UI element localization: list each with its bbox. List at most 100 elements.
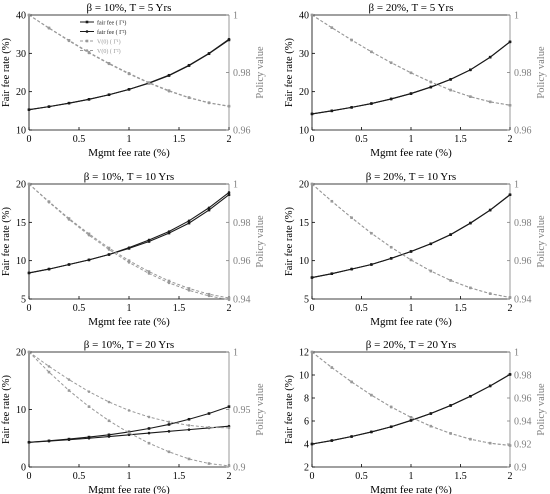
data-point-marker (87, 436, 91, 440)
data-point-marker (227, 296, 231, 300)
data-point-marker (227, 464, 231, 468)
data-point-marker (350, 435, 353, 438)
y-tick-label: 10 (16, 405, 26, 416)
data-point-marker (107, 93, 111, 97)
y-axis-label: Fair fee rate (%) (1, 374, 12, 444)
x-tick-label: 1.5 (173, 471, 186, 482)
panel-title: β = 20%, T = 10 Yrs (366, 171, 456, 183)
data-point-marker (350, 380, 353, 384)
data-point-marker (147, 270, 151, 273)
right-y-axis-label: Policy value (255, 46, 266, 99)
data-point-marker (167, 420, 171, 424)
data-point-marker (127, 72, 131, 76)
data-point-marker (508, 444, 512, 447)
data-point-marker (330, 439, 334, 442)
data-point-marker (207, 462, 211, 465)
y-tick-label: 4 (304, 440, 309, 451)
data-point-marker (469, 437, 472, 441)
data-point-marker (310, 276, 314, 279)
y-tick-label: 5 (304, 295, 309, 306)
data-point-marker (310, 112, 314, 116)
data-point-marker (310, 13, 314, 17)
data-point-marker (187, 219, 191, 223)
policy-value-line-2 (311, 14, 511, 106)
data-point-marker (370, 430, 373, 434)
data-point-marker (227, 298, 231, 302)
x-axis-label: Mgmt fee rate (%) (88, 147, 170, 159)
x-tick-label: 1.5 (454, 303, 467, 314)
data-point-marker (147, 441, 151, 445)
panel-title: β = 20%, T = 5 Yrs (369, 2, 454, 14)
x-tick-label: 2 (508, 471, 513, 482)
data-point-marker (187, 287, 191, 290)
x-tick-label: 1 (409, 471, 414, 482)
data-point-marker (107, 433, 111, 437)
data-point-marker (330, 199, 334, 203)
legend: fair fee ( Γ¹) fair fee ( Γ²) V(0) ( Γ¹) V(… (80, 20, 126, 55)
y-tick-label: 0 (21, 463, 26, 474)
data-point-marker (187, 96, 191, 100)
x-tick-label: 2 (508, 134, 513, 145)
right-y-tick-label: 0.98 (233, 218, 251, 229)
data-point-marker (429, 412, 433, 415)
right-y-tick-label: 0.94 (233, 295, 251, 306)
y-tick-label: 40 (16, 11, 26, 22)
data-point-marker (167, 230, 171, 233)
fair-fee-line-2 (311, 41, 511, 115)
data-point-marker (167, 73, 171, 77)
right-y-axis-label: Policy value (536, 383, 547, 436)
data-point-marker (47, 365, 51, 368)
data-point-marker (127, 259, 131, 262)
y-tick-label: 10 (299, 126, 309, 137)
y-tick-label: 10 (16, 126, 26, 137)
data-point-marker (167, 450, 171, 454)
y-axis-label: Fair fee rate (%) (284, 37, 295, 107)
y-tick-label: 15 (16, 218, 26, 229)
chart-panel-6: β = 20%, T = 20 Yrs 0 0.5 1 1.5 2 Mgmt fee rat… (284, 339, 547, 494)
data-point-marker (187, 417, 191, 421)
data-point-marker (370, 102, 373, 105)
x-tick-label: 1.5 (173, 303, 186, 314)
data-point-marker (47, 105, 51, 108)
fair-fee-line-2 (311, 194, 511, 279)
right-y-tick-label: 0.96 (514, 256, 532, 267)
right-y-tick-label: 0.98 (514, 68, 532, 79)
y-tick-label: 5 (21, 295, 26, 306)
data-point-marker (207, 292, 211, 296)
data-point-marker (227, 405, 231, 408)
data-point-marker (87, 233, 91, 237)
data-point-marker (147, 415, 151, 419)
data-point-marker (207, 208, 211, 212)
data-point-marker (409, 92, 413, 95)
data-point-marker (167, 281, 171, 285)
data-point-marker (107, 62, 111, 66)
data-point-marker (167, 279, 171, 283)
right-y-tick-label: 0.98 (233, 68, 251, 79)
right-y-axis-label: Policy value (255, 215, 266, 268)
data-point-marker (47, 26, 51, 30)
data-point-marker (429, 269, 433, 273)
y-tick-label: 15 (299, 218, 309, 229)
data-point-marker (207, 101, 211, 105)
right-y-tick-label: 1 (514, 180, 519, 191)
x-tick-label: 0 (27, 471, 32, 482)
x-tick-label: 1.5 (454, 471, 467, 482)
x-tick-label: 2 (227, 471, 232, 482)
x-tick-label: 1 (127, 303, 132, 314)
data-point-marker (429, 80, 433, 84)
y-tick-label: 20 (16, 87, 26, 98)
data-point-marker (370, 393, 373, 397)
x-tick-label: 1 (127, 134, 132, 145)
panel-title: β = 20%, T = 20 Yrs (366, 339, 456, 351)
data-point-marker (187, 428, 191, 431)
data-point-marker (87, 390, 91, 393)
right-y-axis-label: Policy value (255, 383, 266, 436)
data-point-marker (409, 416, 413, 419)
x-tick-label: 1 (409, 303, 414, 314)
legend-entry-label: V(0) ( Γ²) (97, 48, 121, 55)
chart-panel-1: β = 10%, T = 5 Yrs 0 0.5 1 1.5 2 Mgmt fee rate… (1, 2, 266, 159)
x-tick-label: 1.5 (173, 134, 186, 145)
x-tick-label: 0.5 (73, 471, 86, 482)
data-point-marker (409, 250, 413, 253)
